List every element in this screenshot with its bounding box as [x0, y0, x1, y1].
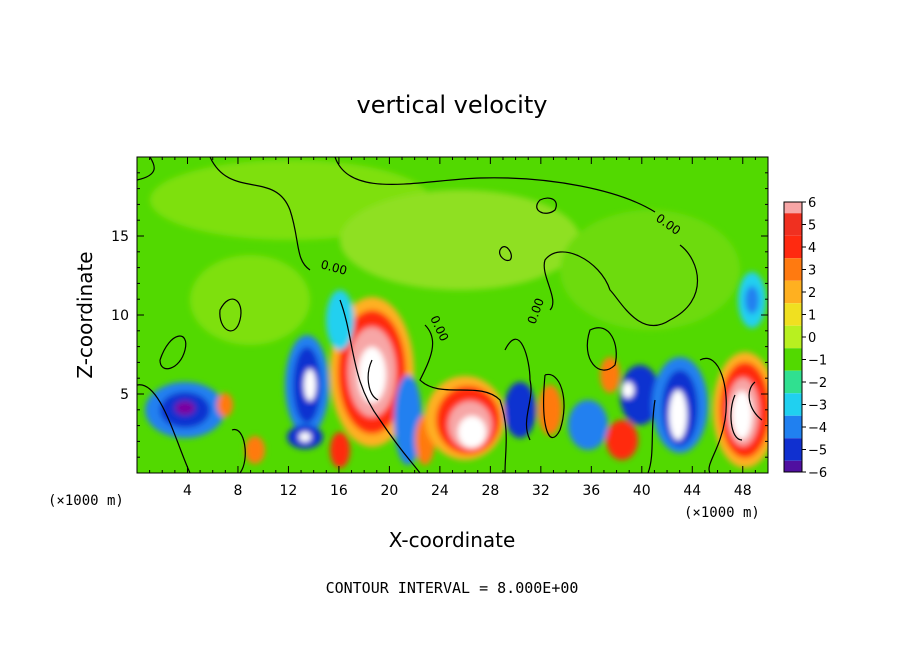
colorbar-label: −5: [808, 444, 827, 459]
colorbar-swatch: [784, 449, 802, 461]
x-tick-label: 48: [734, 483, 752, 499]
colorbar-swatch: [784, 314, 802, 326]
x-tick-label: 36: [582, 483, 600, 499]
colorbar-swatch: [784, 202, 802, 214]
colorbar-label: 5: [808, 219, 816, 234]
colorbar-swatch: [784, 280, 802, 292]
colorbar-swatch: [784, 258, 802, 270]
x-tick-label: 40: [633, 483, 651, 499]
colorbar-label: −2: [808, 376, 827, 391]
contour-interval-footer: CONTOUR INTERVAL = 8.000E+00: [326, 579, 579, 597]
colorbar-swatch: [784, 325, 802, 337]
chart-title: vertical velocity: [357, 91, 548, 119]
colorbar-swatch: [784, 460, 802, 472]
x-unit-label-right: (×1000 m): [684, 505, 760, 521]
plot-area: 0.00 0.00 0.00 0.00: [137, 157, 768, 473]
colorbar-swatch: [784, 393, 802, 405]
x-unit-label-left: (×1000 m): [48, 493, 124, 509]
x-tick-label: 24: [431, 483, 449, 499]
x-axis-ticks: 4 8 12 16 20 24 28 32 36 40 44 48: [149, 157, 756, 499]
colorbar-swatch: [784, 415, 802, 427]
colorbar-swatch: [784, 224, 802, 236]
colorbar-label: −1: [808, 354, 827, 369]
y-tick-label: 10: [111, 308, 129, 324]
colorbar-label: 4: [808, 241, 816, 256]
colorbar-swatch: [784, 337, 802, 349]
x-axis-label: X-coordinate: [389, 528, 516, 552]
x-tick-label: 44: [683, 483, 701, 499]
y-axis-label: Z-coordinate: [73, 251, 97, 378]
colorbar-swatch: [784, 382, 802, 394]
colorbar-label: 0: [808, 331, 816, 346]
y-tick-label: 15: [111, 229, 129, 245]
colorbar-label: −6: [808, 466, 827, 481]
x-tick-label: 28: [481, 483, 499, 499]
x-tick-label: 12: [280, 483, 298, 499]
colorbar-swatch: [784, 303, 802, 315]
colorbar-swatch: [784, 427, 802, 439]
colorbar-swatch: [784, 370, 802, 382]
y-axis-ticks: 5 10 15: [111, 172, 768, 458]
x-tick-label: 4: [183, 483, 192, 499]
colorbar-label: −4: [808, 421, 827, 436]
colorbar-swatch: [784, 404, 802, 416]
x-tick-label: 16: [330, 483, 348, 499]
colorbar-swatch: [784, 247, 802, 259]
colorbar-swatch: [784, 269, 802, 281]
contour-label: 0.00: [319, 257, 348, 277]
colorbar-label: 6: [808, 196, 816, 211]
colorbar: 6 5 4 3 2 1 0 −1 −2 −3 −4 −5 −6: [783, 196, 827, 481]
colorbar-swatch: [784, 213, 802, 225]
colorbar-swatch: [784, 359, 802, 371]
colorbar-swatch: [784, 292, 802, 304]
colorbar-label: 2: [808, 286, 816, 301]
colorbar-label: 1: [808, 309, 816, 324]
x-tick-label: 20: [380, 483, 398, 499]
colorbar-swatch: [784, 348, 802, 360]
zero-contours: [137, 157, 763, 473]
field-features: [145, 272, 768, 468]
x-tick-label: 32: [532, 483, 550, 499]
colorbar-label: 3: [808, 264, 816, 279]
colorbar-swatch: [784, 438, 802, 450]
colorbar-swatch: [784, 235, 802, 247]
colorbar-label: −3: [808, 399, 827, 414]
y-tick-label: 5: [120, 387, 129, 403]
x-tick-label: 8: [233, 483, 242, 499]
